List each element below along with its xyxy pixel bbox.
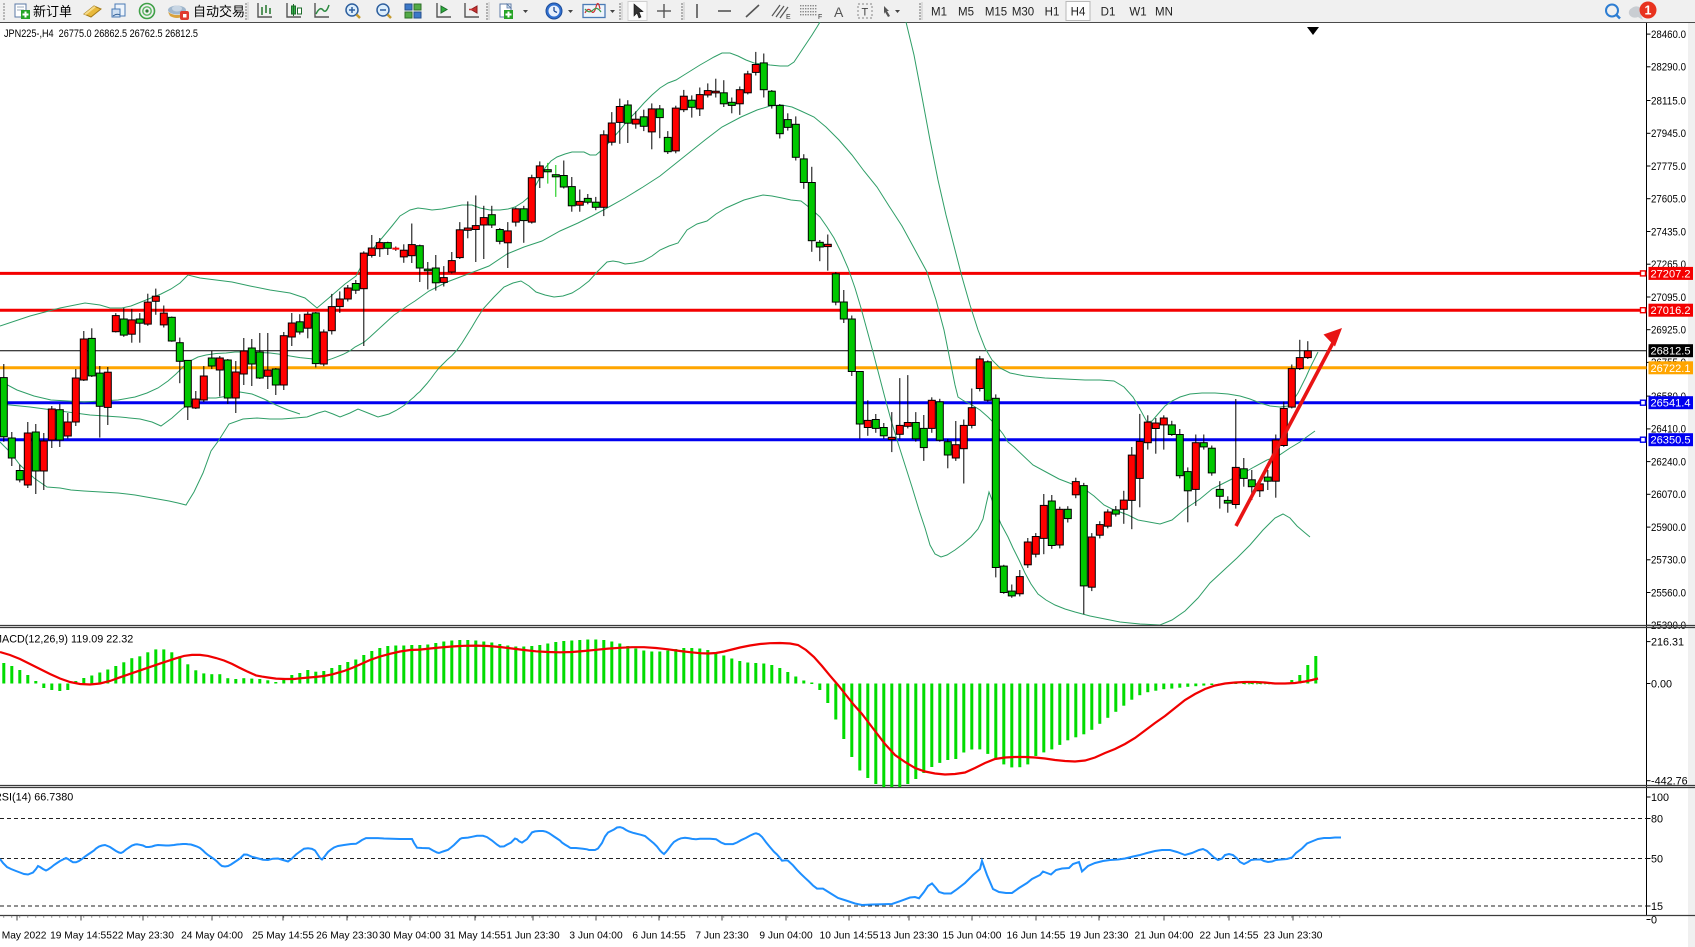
svg-text:F: F	[818, 14, 822, 21]
svg-text:26410.0: 26410.0	[1651, 424, 1686, 436]
svg-text:25560.0: 25560.0	[1651, 587, 1686, 599]
svg-text:16 Jun 14:55: 16 Jun 14:55	[1007, 931, 1066, 942]
svg-text:18 May 2022: 18 May 2022	[0, 931, 47, 942]
svg-text:15: 15	[1651, 901, 1663, 913]
svg-text:MACD(12,26,9) 119.09 22.32: MACD(12,26,9) 119.09 22.32	[0, 634, 133, 646]
svg-text:26541.4: 26541.4	[1651, 398, 1691, 410]
svg-text:M5: M5	[958, 7, 974, 19]
svg-text:27775.0: 27775.0	[1651, 161, 1686, 173]
svg-text:27945.0: 27945.0	[1651, 128, 1686, 140]
svg-text:25900.0: 25900.0	[1651, 522, 1686, 534]
svg-text:30 May 04:00: 30 May 04:00	[379, 931, 441, 942]
svg-text:6 Jun 14:55: 6 Jun 14:55	[632, 931, 686, 942]
svg-text:RSI(14) 66.7380: RSI(14) 66.7380	[0, 792, 73, 804]
svg-text:3 Jun 04:00: 3 Jun 04:00	[569, 931, 623, 942]
svg-text:自动交易: 自动交易	[193, 4, 245, 19]
svg-text:19 Jun 23:30: 19 Jun 23:30	[1070, 931, 1129, 942]
svg-text:28460.0: 28460.0	[1651, 29, 1686, 41]
svg-text:H1: H1	[1045, 7, 1060, 19]
svg-text:26 May 23:30: 26 May 23:30	[316, 931, 378, 942]
svg-text:22 May 23:30: 22 May 23:30	[112, 931, 174, 942]
svg-text:27016.2: 27016.2	[1651, 305, 1691, 317]
svg-text:25730.0: 25730.0	[1651, 555, 1686, 567]
svg-text:28290.0: 28290.0	[1651, 62, 1686, 74]
svg-text:H4: H4	[1071, 7, 1086, 19]
svg-text:15 Jun 04:00: 15 Jun 04:00	[943, 931, 1002, 942]
svg-text:26070.0: 26070.0	[1651, 489, 1686, 501]
svg-text:0: 0	[1651, 914, 1657, 926]
svg-text:26240.0: 26240.0	[1651, 456, 1686, 468]
svg-text:T: T	[862, 7, 869, 19]
svg-text:21 Jun 04:00: 21 Jun 04:00	[1135, 931, 1194, 942]
svg-text:22 Jun 14:55: 22 Jun 14:55	[1200, 931, 1259, 942]
svg-text:19 May 14:55: 19 May 14:55	[50, 931, 112, 942]
svg-text:26812.5: 26812.5	[1651, 346, 1691, 358]
svg-text:M15: M15	[985, 7, 1007, 19]
svg-text:13 Jun 23:30: 13 Jun 23:30	[880, 931, 939, 942]
svg-text:E: E	[786, 14, 791, 21]
svg-text:50: 50	[1651, 853, 1663, 865]
svg-text:25 May 14:55: 25 May 14:55	[252, 931, 314, 942]
svg-text:80: 80	[1651, 813, 1663, 825]
svg-text:28115.0: 28115.0	[1651, 95, 1686, 107]
svg-text:M30: M30	[1012, 7, 1034, 19]
svg-text:27435.0: 27435.0	[1651, 226, 1686, 238]
svg-text:26925.0: 26925.0	[1651, 325, 1686, 337]
svg-text:MN: MN	[1155, 7, 1173, 19]
svg-text:216.31: 216.31	[1651, 636, 1684, 648]
svg-text:100: 100	[1651, 792, 1669, 804]
svg-text:新订单: 新订单	[33, 4, 72, 19]
svg-text:26350.5: 26350.5	[1651, 435, 1691, 447]
svg-text:24 May 04:00: 24 May 04:00	[181, 931, 243, 942]
svg-text:27207.2: 27207.2	[1651, 268, 1691, 280]
svg-text:10 Jun 14:55: 10 Jun 14:55	[820, 931, 879, 942]
svg-text:23 Jun 23:30: 23 Jun 23:30	[1264, 931, 1323, 942]
svg-text:26722.1: 26722.1	[1651, 363, 1691, 375]
svg-text:31 May 14:55: 31 May 14:55	[444, 931, 506, 942]
svg-text:0.00: 0.00	[1651, 678, 1672, 690]
svg-text:7 Jun 23:30: 7 Jun 23:30	[695, 931, 749, 942]
svg-text:-442.76: -442.76	[1651, 776, 1688, 788]
svg-text:D1: D1	[1101, 7, 1116, 19]
svg-text:JPN225-,H4 26775.0 26862.5 26: JPN225-,H4 26775.0 26862.5 26762.5 26812…	[4, 28, 198, 40]
svg-text:27605.0: 27605.0	[1651, 194, 1686, 206]
svg-text:A: A	[834, 4, 844, 20]
svg-text:27095.0: 27095.0	[1651, 292, 1686, 304]
svg-text:9 Jun 04:00: 9 Jun 04:00	[759, 931, 813, 942]
svg-text:W1: W1	[1129, 7, 1146, 19]
svg-text:1: 1	[1645, 4, 1652, 18]
svg-text:1 Jun 23:30: 1 Jun 23:30	[506, 931, 560, 942]
svg-text:M1: M1	[931, 7, 947, 19]
